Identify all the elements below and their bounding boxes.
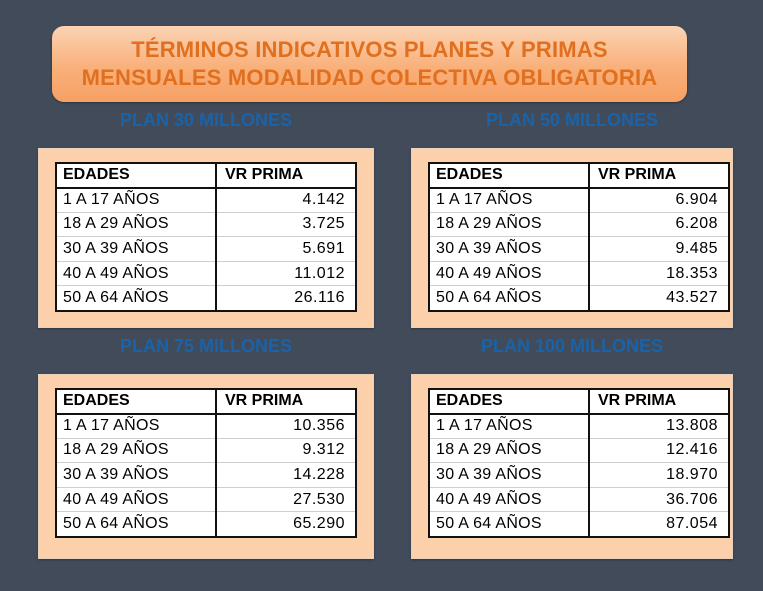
plan-100-panel: EDADES VR PRIMA 1 A 17 AÑOS 13.808 18 A 2… [411,374,733,559]
title-line-2: MENSUALES MODALIDAD COLECTIVA OBLIGATORI… [81,65,658,90]
table-row: 30 A 39 AÑOS 14.228 [56,462,356,488]
age-cell: 40 A 49 AÑOS [429,487,590,513]
age-cell: 1 A 17 AÑOS [429,413,590,439]
age-cell: 30 A 39 AÑOS [56,236,217,262]
plan-50-panel: EDADES VR PRIMA 1 A 17 AÑOS 6.904 18 A 29… [411,148,733,328]
header-vr-prima: VR PRIMA [216,389,356,415]
table-header-row: EDADES VR PRIMA [56,163,356,189]
table-row: 30 A 39 AÑOS 5.691 [56,236,356,262]
age-cell: 30 A 39 AÑOS [429,236,590,262]
value-cell: 87.054 [666,515,718,533]
age-cell: 30 A 39 AÑOS [429,462,590,488]
value-cell: 18.353 [589,261,729,287]
header-edades: EDADES [429,163,590,189]
header-edades: EDADES [56,389,217,415]
age-cell: 50 A 64 AÑOS [429,285,590,311]
value-cell: 26.116 [294,289,345,307]
plan-30-table: EDADES VR PRIMA 1 A 17 AÑOS 4.142 18 A 29… [55,162,357,312]
age-cell: 30 A 39 AÑOS [56,462,217,488]
table-row: 40 A 49 AÑOS 27.530 [56,487,356,513]
value-cell: 13.808 [589,413,729,439]
table-row: 1 A 17 AÑOS 6.904 [429,187,729,213]
plan-50-table: EDADES VR PRIMA 1 A 17 AÑOS 6.904 18 A 29… [428,162,730,312]
age-cell: 40 A 49 AÑOS [56,487,217,513]
table-row: 18 A 29 AÑOS 6.208 [429,212,729,238]
age-cell: 40 A 49 AÑOS [429,261,590,287]
value-cell: 9.312 [216,438,356,464]
value-cell: 9.485 [589,236,729,262]
table-row: 1 A 17 AÑOS 13.808 [429,413,729,439]
plan-100-table: EDADES VR PRIMA 1 A 17 AÑOS 13.808 18 A 2… [428,388,730,538]
table-row: 18 A 29 AÑOS 9.312 [56,438,356,464]
plan-30-label: PLAN 30 MILLONES [119,110,293,130]
age-cell: 18 A 29 AÑOS [56,212,217,238]
table-row: 30 A 39 AÑOS 9.485 [429,236,729,262]
value-cell: 5.691 [216,236,356,262]
plan-75-label: PLAN 75 MILLONES [119,336,293,356]
value-cell: 36.706 [589,487,729,513]
table-row: 1 A 17 AÑOS 4.142 [56,187,356,213]
age-cell: 50 A 64 AÑOS [56,285,217,311]
table-header-row: EDADES VR PRIMA [429,389,729,415]
age-cell: 18 A 29 AÑOS [429,438,590,464]
header-edades: EDADES [429,389,590,415]
title-line-1: TÉRMINOS INDICATIVOS PLANES Y PRIMAS [131,37,608,62]
age-cell: 18 A 29 AÑOS [56,438,217,464]
value-cell: 18.970 [589,462,729,488]
age-cell: 1 A 17 AÑOS [56,187,217,213]
value-cell: 14.228 [216,462,356,488]
value-cell: 3.725 [216,212,356,238]
table-row: 40 A 49 AÑOS 11.012 [56,261,356,287]
table-row: 1 A 17 AÑOS 10.356 [56,413,356,439]
table-header-row: EDADES VR PRIMA [429,163,729,189]
table-row: 18 A 29 AÑOS 3.725 [56,212,356,238]
plan-75-panel: EDADES VR PRIMA 1 A 17 AÑOS 10.356 18 A 2… [38,374,374,559]
table-row: 50 A 64 AÑOS 87.054 [429,511,729,537]
age-cell: 50 A 64 AÑOS [429,511,590,537]
value-cell: 43.527 [666,289,718,307]
value-cell: 11.012 [216,261,356,287]
value-cell: 4.142 [216,187,356,213]
plan-75-table: EDADES VR PRIMA 1 A 17 AÑOS 10.356 18 A 2… [55,388,357,538]
value-cell: 10.356 [216,413,356,439]
table-row: 50 A 64 AÑOS 26.116 [56,285,356,311]
title-banner: TÉRMINOS INDICATIVOS PLANES Y PRIMAS MEN… [52,26,687,102]
value-cell: 27.530 [216,487,356,513]
plan-30-panel: EDADES VR PRIMA 1 A 17 AÑOS 4.142 18 A 29… [38,148,374,328]
header-vr-prima: VR PRIMA [589,163,729,189]
table-header-row: EDADES VR PRIMA [56,389,356,415]
age-cell: 1 A 17 AÑOS [429,187,590,213]
header-vr-prima: VR PRIMA [589,389,729,415]
header-edades: EDADES [56,163,217,189]
value-cell: 6.208 [589,212,729,238]
age-cell: 1 A 17 AÑOS [56,413,217,439]
plan-100-label: PLAN 100 MILLONES [480,336,664,356]
table-row: 18 A 29 AÑOS 12.416 [429,438,729,464]
header-vr-prima: VR PRIMA [216,163,356,189]
table-row: 30 A 39 AÑOS 18.970 [429,462,729,488]
plan-50-label: PLAN 50 MILLONES [485,110,659,130]
table-row: 40 A 49 AÑOS 18.353 [429,261,729,287]
value-cell: 6.904 [589,187,729,213]
age-cell: 18 A 29 AÑOS [429,212,590,238]
table-row: 50 A 64 AÑOS 43.527 [429,285,729,311]
table-row: 40 A 49 AÑOS 36.706 [429,487,729,513]
age-cell: 50 A 64 AÑOS [56,511,217,537]
age-cell: 40 A 49 AÑOS [56,261,217,287]
value-cell: 12.416 [589,438,729,464]
value-cell: 65.290 [293,515,345,533]
table-row: 50 A 64 AÑOS 65.290 [56,511,356,537]
